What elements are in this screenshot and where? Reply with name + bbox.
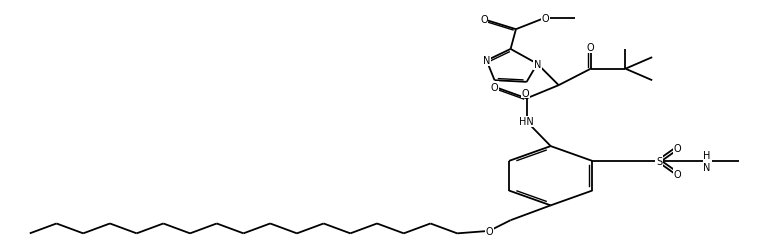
Text: O: O [491,82,498,92]
Text: O: O [587,43,594,53]
Text: S: S [656,156,662,166]
Text: O: O [521,88,529,98]
Text: N: N [483,56,491,66]
Text: O: O [674,169,681,179]
Text: N: N [534,59,541,70]
Text: O: O [491,82,498,92]
Text: O: O [485,226,493,236]
Text: O: O [541,14,549,23]
Text: O: O [674,143,681,153]
Text: HN: HN [519,117,534,127]
Text: O: O [480,15,488,25]
Text: H
N: H N [704,150,711,172]
